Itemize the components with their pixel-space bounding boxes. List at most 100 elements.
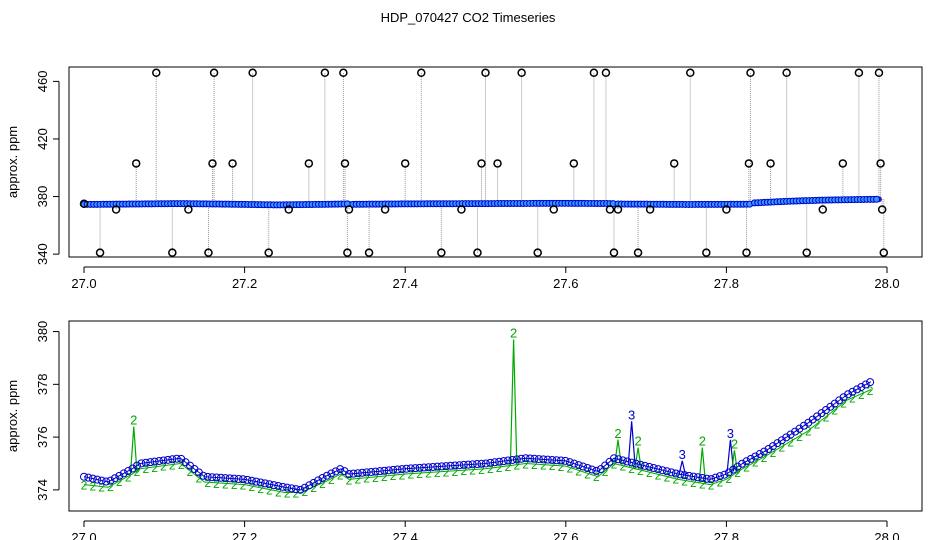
series-1-point (495, 457, 504, 466)
flag-point (208, 159, 217, 168)
series-2-point: 2 (814, 418, 821, 432)
series-2-point: 2 (831, 404, 838, 418)
series-1-point (252, 477, 261, 486)
y-tick-label: 340 (35, 243, 50, 265)
series-2-point: 2 (628, 462, 635, 476)
y-tick-label: 380 (35, 186, 50, 208)
series-1-point (468, 460, 477, 469)
series-1-point (671, 469, 680, 478)
series-2-point: 2 (734, 466, 741, 480)
series-2-point: 2 (840, 397, 847, 411)
series-1-point (384, 466, 393, 475)
spike-label: 2 (731, 436, 738, 451)
series-1-point (278, 482, 287, 491)
series-1-point (283, 483, 292, 492)
spike-line (509, 339, 518, 466)
series-2-point: 2 (134, 465, 141, 479)
series-1-point (636, 460, 645, 469)
series-1-point (362, 468, 371, 477)
series-2-point: 2 (717, 475, 724, 489)
series-1-point (428, 462, 437, 471)
series-2-point: 2 (558, 460, 565, 474)
series-2-point: 2 (602, 465, 609, 479)
series-1-point (163, 455, 172, 464)
series-1-point (539, 455, 548, 464)
series-1-point (243, 475, 252, 484)
series-1-point (777, 436, 786, 445)
series-1-point (212, 473, 221, 482)
series-1-point (676, 470, 685, 479)
series-1-point (168, 455, 177, 464)
flag-point (473, 248, 482, 257)
series-1-point (221, 474, 230, 483)
top-plot-marks (79, 68, 889, 257)
series-2-point: 2 (858, 388, 865, 402)
baseline-point (873, 195, 881, 203)
series-1-point (88, 474, 97, 483)
series-1-point (314, 476, 323, 485)
series-1-point (720, 470, 729, 479)
series-2-point: 2 (169, 459, 176, 473)
flag-point (874, 68, 884, 78)
flag-point (613, 205, 623, 214)
flag-point (601, 68, 611, 78)
series-2-point: 2 (469, 464, 476, 478)
series-1-point (649, 464, 658, 473)
series-1-point (380, 466, 389, 475)
series-2-point: 2 (160, 460, 167, 474)
series-2-point: 2 (566, 461, 573, 475)
flag-point (340, 159, 350, 168)
x-tick-label: 27.4 (393, 530, 418, 540)
series-1-point (844, 390, 853, 399)
flag-point (79, 199, 89, 208)
series-1-point (287, 484, 296, 493)
series-2-point: 2 (399, 468, 406, 482)
series-1-point (738, 459, 747, 468)
series-2-point: 2 (381, 470, 388, 484)
flag-point (746, 68, 755, 78)
series-1-point (760, 447, 769, 456)
series-2-point: 2 (787, 435, 794, 449)
series-1-point (349, 469, 358, 478)
flag-point (204, 248, 213, 257)
series-2-point: 2 (849, 392, 856, 406)
series-1-point (857, 382, 866, 391)
flag-point (493, 159, 502, 168)
series-2-point: 2 (699, 477, 706, 491)
series-1-point (583, 463, 592, 472)
series-1-point (155, 457, 164, 466)
series-2-point: 2 (293, 487, 300, 501)
flag-point (742, 248, 751, 257)
flag-point (228, 159, 237, 168)
series-1-point (199, 471, 208, 480)
series-1-point (526, 454, 535, 463)
y-tick-label: 380 (35, 321, 50, 343)
series-2-point: 2 (425, 467, 432, 481)
series-1-point (442, 462, 451, 471)
flag-point (686, 68, 695, 78)
series-1-point (473, 460, 482, 469)
series-1-point (866, 378, 875, 387)
series-2-point: 2 (778, 441, 785, 455)
series-2-point: 2 (478, 463, 485, 477)
series-2-line (83, 389, 872, 494)
series-1-point (274, 481, 283, 490)
series-2-point: 2 (222, 477, 229, 491)
x-tick-label: 27.8 (714, 276, 739, 291)
series-1-point (119, 469, 128, 478)
series-1-point (768, 442, 777, 451)
series-1-point (327, 469, 336, 478)
flag-point (589, 68, 599, 78)
series-1-point (208, 473, 217, 482)
series-2-point: 2 (619, 460, 626, 474)
flag-point (284, 205, 294, 214)
series-1-point (353, 469, 362, 478)
spike-label: 2 (699, 434, 706, 449)
flag-point (364, 248, 374, 257)
y-tick-label: 420 (35, 128, 50, 150)
series-1-point (344, 470, 353, 479)
series-1-point (375, 467, 384, 476)
series-2-point: 2 (770, 446, 777, 460)
series-2-point: 2 (646, 466, 653, 480)
